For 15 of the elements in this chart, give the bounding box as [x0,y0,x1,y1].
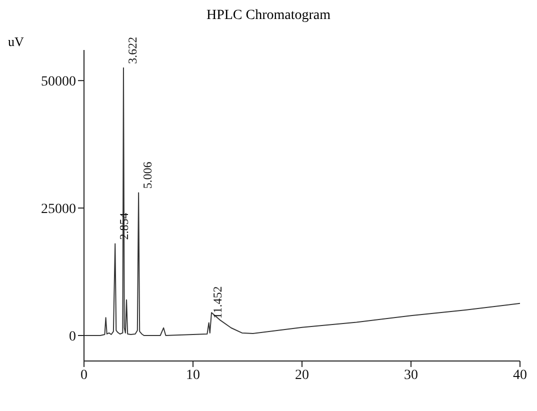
y-tick-label: 0 [69,329,76,344]
x-tick-label: 10 [186,368,200,383]
annotation: 2.854 [116,212,131,240]
y-axis-title: uV [8,34,24,50]
x-tick-label: 0 [80,368,88,383]
x-tick-label: 40 [513,368,527,383]
annotation: 11.452 [210,286,225,319]
x-tick-label: 20 [295,368,309,383]
annotation: 5.006 [140,162,154,189]
x-tick-label: 30 [404,368,418,383]
annotation: 3.622 [125,36,140,64]
line-series [84,67,520,336]
chart-title: HPLC Chromatogram [205,8,332,24]
y-tick-label: 50000 [41,74,76,90]
y-tick-label: 25000 [41,202,76,218]
